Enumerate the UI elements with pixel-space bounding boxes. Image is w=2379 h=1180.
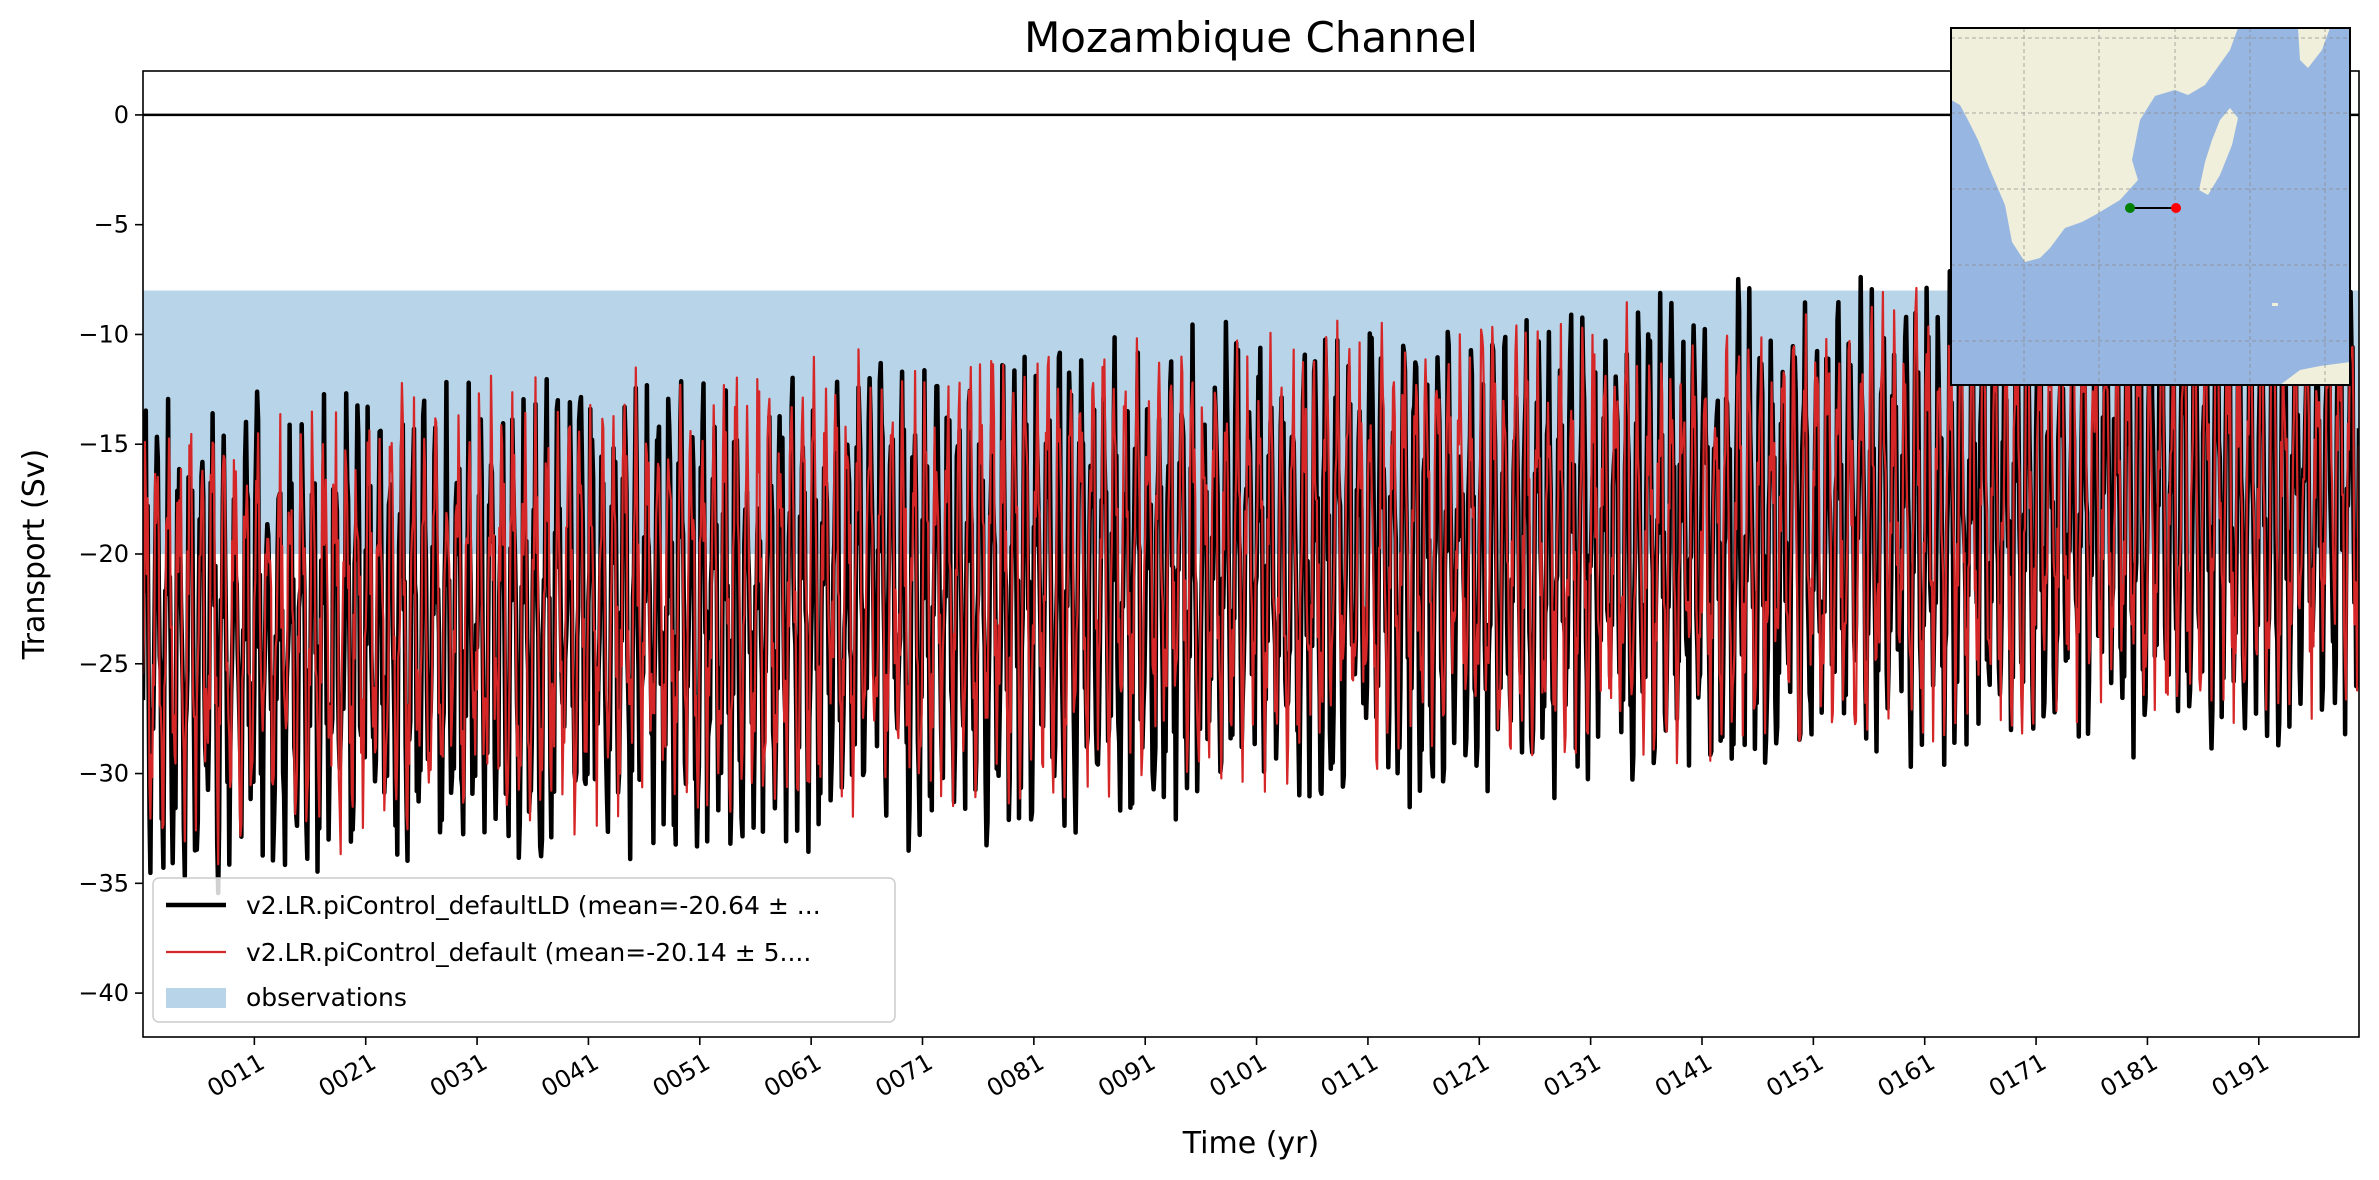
y-axis-title: Transport (Sv) — [17, 449, 52, 661]
x-tick-label: 0061 — [759, 1048, 826, 1103]
inset-map — [1950, 27, 2351, 386]
y-tick-label: −20 — [78, 540, 129, 568]
x-tick-label: 0181 — [2096, 1048, 2163, 1103]
map-land-madagascar — [2199, 108, 2238, 195]
x-tick-label: 0101 — [1205, 1048, 1272, 1103]
x-tick-label: 0131 — [1539, 1048, 1606, 1103]
legend-label-defaultLD: v2.LR.piControl_defaultLD (mean=-20.64 ±… — [246, 891, 821, 920]
y-tick-label: −25 — [78, 650, 129, 678]
series-line-default — [143, 269, 2359, 866]
map-frame — [1950, 27, 2351, 386]
map-land-antarctica — [2280, 362, 2350, 385]
map-section-west-point — [2125, 203, 2135, 213]
x-tick-label: 0051 — [648, 1048, 715, 1103]
x-tick-label: 0171 — [1984, 1048, 2051, 1103]
x-tick-label: 0161 — [1873, 1048, 1940, 1103]
x-tick-label: 0141 — [1650, 1048, 1717, 1103]
legend-label-observations: observations — [246, 983, 407, 1012]
x-tick-label: 0091 — [1093, 1048, 1160, 1103]
x-tick-label: 0031 — [425, 1048, 492, 1103]
y-axis: 0 −5 −10 −15 −20 −25 −30 −35 −40 — [78, 101, 143, 1007]
legend-label-default: v2.LR.piControl_default (mean=-20.14 ± 5… — [246, 938, 811, 967]
x-tick-label: 0121 — [1427, 1048, 1494, 1103]
y-tick-label: 0 — [114, 101, 129, 129]
y-tick-label: −40 — [78, 979, 129, 1007]
x-tick-label: 0021 — [314, 1048, 381, 1103]
x-tick-label: 0151 — [1761, 1048, 1828, 1103]
y-tick-label: −15 — [78, 430, 129, 458]
y-tick-label: −30 — [78, 760, 129, 788]
legend-frame — [152, 877, 896, 1023]
x-axis: 0011 0021 0031 0041 0051 0061 0071 0081 0091 0101… — [202, 1037, 2274, 1103]
chart-title: Mozambique Channel — [1024, 13, 1478, 62]
legend-swatch-observations — [166, 988, 226, 1008]
x-tick-label: 0111 — [1316, 1048, 1383, 1103]
x-tick-label: 0081 — [982, 1048, 1049, 1103]
x-tick-label: 0011 — [202, 1048, 269, 1103]
x-tick-label: 0041 — [537, 1048, 604, 1103]
legend: v2.LR.piControl_defaultLD (mean=-20.64 ±… — [152, 877, 896, 1023]
map-island-speck — [2272, 303, 2278, 306]
y-tick-label: −10 — [78, 320, 129, 348]
x-tick-label: 0191 — [2207, 1048, 2274, 1103]
y-tick-label: −35 — [78, 869, 129, 897]
x-axis-title: Time (yr) — [1182, 1126, 1319, 1161]
map-section-east-point — [2171, 203, 2181, 213]
y-tick-label: −5 — [94, 211, 129, 239]
x-tick-label: 0071 — [871, 1048, 938, 1103]
map-land-africa — [1951, 28, 2238, 262]
